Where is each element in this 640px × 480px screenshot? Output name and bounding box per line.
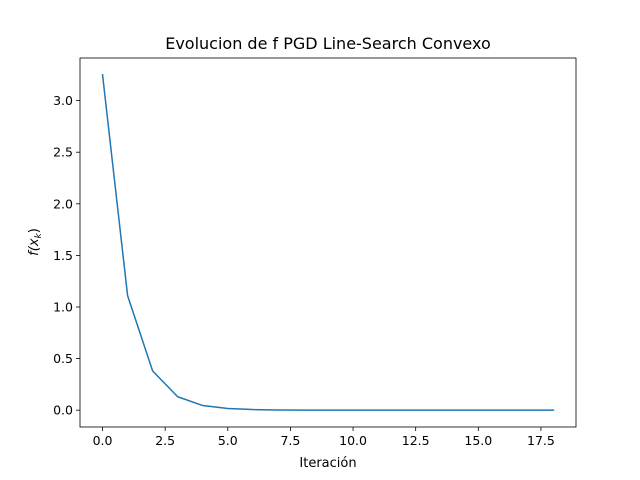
x-axis-ticks: 0.0 2.5 5.0 7.5 10.0 12.5 15.0 17.5 [93,427,555,448]
y-axis-label-subscript: k [34,232,44,238]
y-axis-label-suffix: ) [27,228,42,233]
x-tick-label: 0.0 [93,433,113,448]
x-tick-label: 12.5 [402,433,430,448]
x-tick-label: 5.0 [218,433,238,448]
y-tick-label: 0.5 [53,351,73,366]
x-tick-label: 7.5 [280,433,300,448]
y-tick-label: 1.5 [53,248,73,263]
x-tick-label: 10.0 [339,433,367,448]
x-axis-label: Iteración [299,456,356,471]
x-tick-label: 17.5 [527,433,555,448]
plot-area-frame [79,57,577,428]
x-tick-label: 2.5 [155,433,175,448]
y-axis-label: f(xk) [27,228,44,256]
y-axis-label-base: f(x [27,238,42,256]
y-axis-ticks: 0.0 0.5 1.0 1.5 2.0 2.5 3.0 [53,93,80,418]
x-tick-label: 15.0 [464,433,492,448]
plot-area-background [80,58,576,427]
y-tick-label: 2.5 [53,145,73,160]
series-layer [101,73,555,411]
series-line [101,73,555,411]
y-tick-label: 2.0 [53,196,73,211]
y-tick-label: 3.0 [53,93,73,108]
y-tick-label: 0.0 [53,403,73,418]
chart-title: Evolucion de f PGD Line-Search Convexo [165,34,491,53]
y-tick-label: 1.0 [53,299,73,314]
